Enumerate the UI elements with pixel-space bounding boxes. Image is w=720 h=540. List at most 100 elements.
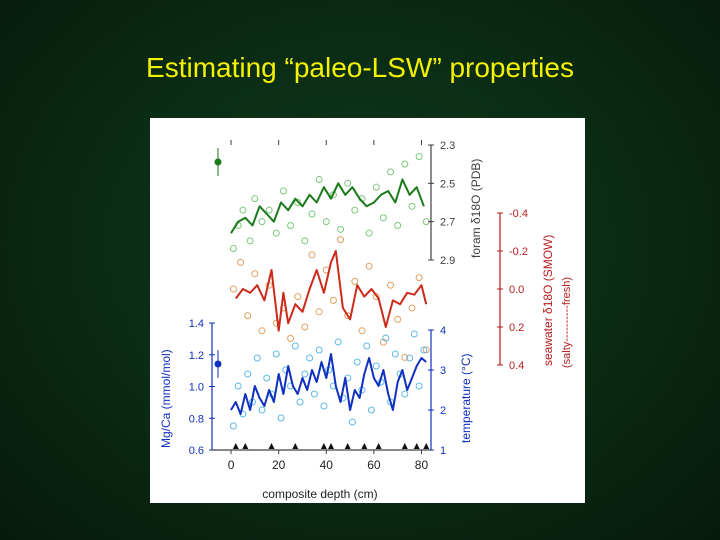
mgca-y-label: Mg/Ca (mmol/mol) — [159, 349, 173, 448]
seawater-point — [308, 251, 316, 259]
foram-point — [379, 214, 387, 222]
temperature-point — [382, 334, 390, 342]
mgca-y-tick-label: 1.4 — [189, 318, 204, 330]
foram-point — [301, 237, 309, 245]
temperature-point — [315, 346, 323, 354]
mgca-y-tick-label: 1.2 — [189, 350, 204, 362]
seawater-point — [329, 296, 337, 304]
temperature-point — [320, 402, 328, 410]
foram-point — [258, 218, 266, 226]
seawater-point — [358, 327, 366, 335]
temperature-point — [263, 374, 271, 382]
mgca-y-tick-label: 0.6 — [189, 445, 204, 457]
temperature-point — [415, 382, 423, 390]
foram-point — [415, 153, 423, 160]
foram-point — [308, 210, 316, 218]
mgca-y-tick-label: 1.0 — [189, 382, 204, 394]
temperature-point — [258, 406, 266, 414]
tie-point-triangle — [232, 443, 239, 449]
foram-point — [322, 218, 330, 226]
temperature-point — [296, 398, 304, 406]
seawater-point — [315, 308, 323, 316]
tie-point-triangle — [413, 443, 420, 449]
foram-point — [279, 187, 287, 195]
temperature-point — [234, 382, 242, 390]
foram-y-tick-label: 2.5 — [440, 178, 455, 190]
foram-y-label: foram δ18O (PDB) — [469, 159, 483, 258]
mgca-y-tick-label: 0.8 — [189, 413, 204, 425]
foram-point — [251, 195, 259, 203]
seawater-point — [337, 236, 345, 244]
seawater-point — [251, 270, 259, 278]
temperature-y-tick-label: 4 — [440, 325, 446, 337]
tie-point-triangle — [423, 443, 430, 449]
foram-point — [246, 237, 254, 245]
temperature-y-tick-label: 3 — [440, 365, 446, 377]
foram-point — [337, 225, 345, 233]
foram-y-tick-label: 2.3 — [440, 140, 455, 152]
foram-point — [372, 183, 380, 191]
seawater-point — [287, 334, 295, 342]
foram-point — [344, 179, 352, 187]
seawater-point — [351, 277, 359, 285]
tie-point-triangle — [401, 443, 408, 449]
tie-point-triangle — [292, 443, 299, 449]
seawater-y-tick-label: 0.2 — [509, 322, 524, 334]
seawater-point — [365, 262, 373, 270]
temperature-point — [410, 330, 418, 338]
foram-point — [229, 245, 237, 252]
seawater-point — [422, 346, 430, 354]
foram-point — [294, 199, 302, 206]
seawater-salinity-label: (salty----------fresh) — [561, 277, 573, 368]
foram-point — [315, 176, 323, 183]
seawater-point — [229, 285, 237, 293]
temperature-point — [291, 342, 299, 350]
x-axis-label: composite depth (cm) — [262, 487, 377, 501]
seawater-y-tick-label: 0.4 — [509, 360, 524, 372]
temperature-point — [244, 370, 252, 378]
foram-point — [239, 206, 247, 214]
temperature-point — [353, 358, 361, 366]
x-tick-label: 40 — [320, 458, 334, 472]
seawater-y-tick-label: -0.4 — [509, 208, 528, 220]
temperature-line — [230, 353, 427, 415]
foram-point — [272, 229, 280, 237]
temperature-point — [348, 418, 356, 426]
temperature-y-tick-label: 1 — [440, 445, 446, 457]
chart-panel: 2.3 2.5 2.7 2.9 -0.4 -0.2 0.0 0.2 0.4 1 2 3 4 foram δ… — [150, 118, 585, 503]
tie-point-triangle — [242, 443, 249, 449]
seawater-point — [237, 258, 245, 266]
foram-y-tick-label: 2.7 — [440, 217, 455, 229]
x-tick-label: 60 — [367, 458, 381, 472]
tie-point-triangle — [344, 443, 351, 449]
temperature-point — [306, 354, 314, 362]
temperature-point — [391, 350, 399, 358]
seawater-point — [387, 281, 395, 289]
tie-point-triangle — [375, 443, 382, 449]
temperature-point — [301, 370, 309, 378]
foram-point — [365, 229, 373, 237]
slide-title: Estimating “paleo-LSW” properties — [146, 52, 574, 83]
foram-y-tick-label: 2.9 — [440, 255, 455, 267]
paleo-lsw-chart: 2.3 2.5 2.7 2.9 -0.4 -0.2 0.0 0.2 0.4 1 2 3 4 foram δ… — [159, 140, 573, 501]
foram-point — [401, 160, 409, 168]
seawater-point — [372, 293, 380, 301]
seawater-y-label: seawater δ18O (SMOW) — [541, 235, 555, 366]
foram-point — [287, 222, 295, 229]
temperature-point — [363, 342, 371, 350]
x-tick-label: 0 — [228, 458, 235, 472]
foram-point — [408, 202, 416, 210]
tie-point-triangle — [320, 443, 327, 449]
temperature-point — [420, 346, 428, 354]
seawater-point — [408, 304, 416, 312]
x-tick-label: 80 — [415, 458, 429, 472]
seawater-point — [301, 323, 309, 331]
temperature-point — [272, 350, 280, 358]
temperature-point — [401, 390, 409, 398]
seawater-point — [244, 312, 252, 320]
foram-point — [387, 168, 395, 176]
temperature-point — [406, 354, 414, 362]
seawater-point — [294, 293, 302, 301]
temperature-y-tick-label: 2 — [440, 405, 446, 417]
temperature-point — [372, 362, 380, 370]
